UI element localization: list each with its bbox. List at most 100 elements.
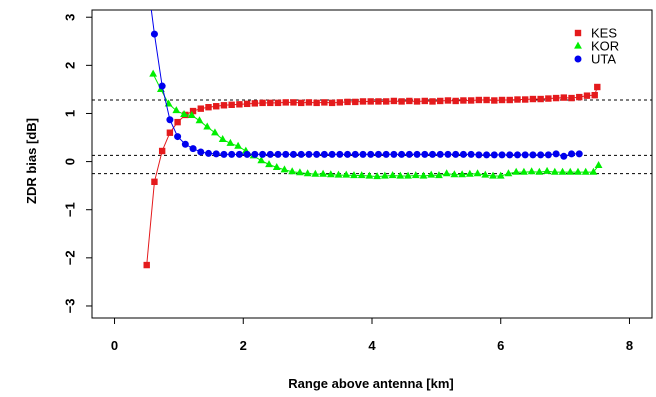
point-uta-15 [266, 150, 274, 158]
point-kes-19 [290, 99, 297, 106]
x-tick-label-2: 4 [368, 338, 376, 353]
point-uta-27 [359, 150, 367, 158]
x-axis-label: Range above antenna [km] [288, 376, 453, 391]
point-kes-35 [413, 98, 421, 105]
point-kor-7 [203, 122, 212, 130]
point-kor-50 [535, 167, 544, 175]
point-kor-33 [404, 171, 412, 179]
point-kes-51 [537, 95, 544, 103]
x-tick-label-4: 8 [626, 338, 633, 353]
point-kor-15 [265, 160, 273, 168]
y-tick-label-4: 1 [63, 110, 78, 117]
point-kor-30 [380, 171, 389, 179]
point-kes-18 [282, 99, 289, 106]
y-tick-label-5: 2 [63, 62, 78, 69]
point-kor-18 [288, 167, 297, 175]
point-kes-15 [259, 99, 266, 107]
point-kor-8 [211, 128, 219, 136]
point-uta-26 [351, 150, 359, 158]
point-uta-20 [305, 150, 313, 158]
point-kes-57 [583, 92, 591, 99]
point-kor-24 [334, 170, 343, 178]
point-kes-1 [151, 178, 158, 186]
point-kor-51 [543, 166, 551, 174]
point-uta-45 [498, 151, 506, 159]
point-kor-3 [172, 106, 181, 114]
y-tick-label-6: 3 [63, 14, 78, 21]
plot-frame [91, 9, 653, 319]
point-kes-10 [220, 102, 228, 109]
point-kor-40 [458, 170, 467, 178]
point-kor-11 [234, 141, 243, 149]
point-kes-49 [521, 96, 529, 103]
point-kes-59 [594, 83, 601, 91]
point-kor-9 [218, 135, 227, 143]
point-kes-12 [236, 101, 243, 108]
point-kor-35 [419, 171, 428, 179]
y-tick-label-2: −1 [63, 202, 78, 217]
plot-frame-group [91, 9, 653, 319]
point-uta-52 [552, 150, 560, 158]
point-uta-10 [228, 150, 236, 158]
y-axis-label: ZDR bias [dB] [24, 118, 39, 204]
point-uta-31 [390, 150, 398, 158]
point-kes-46 [498, 96, 506, 104]
series-kes [143, 83, 601, 269]
point-kes-37 [429, 98, 436, 105]
point-uta-32 [398, 150, 406, 158]
point-uta-25 [344, 150, 352, 158]
point-uta-33 [405, 150, 413, 158]
point-kes-0 [143, 261, 150, 269]
point-kes-41 [460, 97, 467, 104]
point-uta-18 [289, 150, 297, 158]
point-kor-29 [373, 172, 382, 180]
point-kes-20 [297, 99, 305, 107]
point-kes-13 [243, 100, 251, 108]
point-kes-34 [406, 97, 413, 105]
legend-marker-kor [574, 41, 582, 49]
point-uta-41 [467, 150, 475, 158]
point-kor-0 [149, 69, 158, 77]
y-tick-label-0: −3 [63, 299, 78, 314]
point-kor-38 [442, 169, 451, 177]
point-kor-31 [388, 171, 397, 179]
point-kes-8 [205, 104, 212, 111]
point-kor-47 [512, 167, 521, 175]
point-uta-28 [367, 150, 375, 158]
point-kes-36 [421, 97, 428, 105]
point-kes-38 [437, 97, 444, 105]
point-kes-7 [197, 105, 204, 112]
point-uta-29 [374, 150, 382, 158]
point-uta-19 [297, 150, 305, 158]
point-kes-16 [267, 99, 274, 107]
point-kes-4 [174, 118, 181, 126]
point-kor-52 [550, 167, 559, 175]
point-uta-34 [413, 150, 421, 158]
point-uta-1 [158, 82, 166, 90]
point-kes-32 [390, 97, 398, 105]
point-uta-53 [560, 152, 568, 160]
series-line-kor [152, 73, 599, 178]
point-kes-42 [467, 97, 475, 104]
point-kes-29 [367, 98, 374, 105]
point-kor-55 [574, 167, 582, 175]
point-kor-41 [465, 169, 474, 177]
point-kes-31 [382, 98, 390, 105]
legend-label-kor: KOR [591, 39, 619, 54]
point-uta-4 [181, 140, 189, 148]
point-kes-17 [274, 99, 282, 107]
point-uta-50 [537, 151, 545, 159]
point-kes-30 [375, 98, 382, 105]
point-uta-16 [274, 150, 282, 158]
point-kes-25 [336, 99, 344, 106]
point-kes-56 [576, 93, 583, 101]
x-tick-label-0: 0 [111, 338, 118, 353]
point-uta-3 [174, 133, 182, 141]
point-uta-30 [382, 150, 390, 158]
point-kor-4 [180, 110, 188, 118]
point-kes-33 [398, 98, 405, 105]
point-kor-19 [296, 168, 304, 176]
point-uta-7 [205, 149, 213, 157]
